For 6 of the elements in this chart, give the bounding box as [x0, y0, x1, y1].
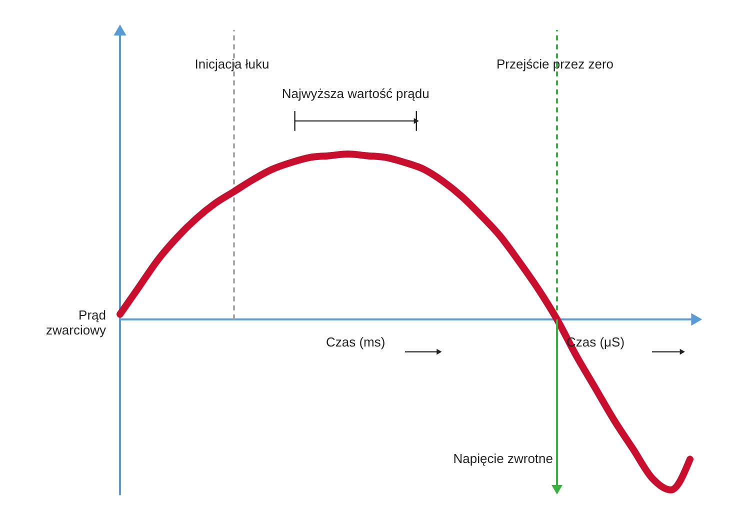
x-axis-title: Czas (ms) — [326, 334, 386, 350]
y-axis-title: Prąd zwarciowy — [46, 307, 106, 338]
text: Inicjacja łuku — [194, 56, 270, 72]
text: Najwyższa wartość prądu — [282, 86, 430, 102]
text: Przejście przez zero — [496, 56, 614, 72]
annotation: Napięcie zwrotne — [453, 451, 553, 466]
